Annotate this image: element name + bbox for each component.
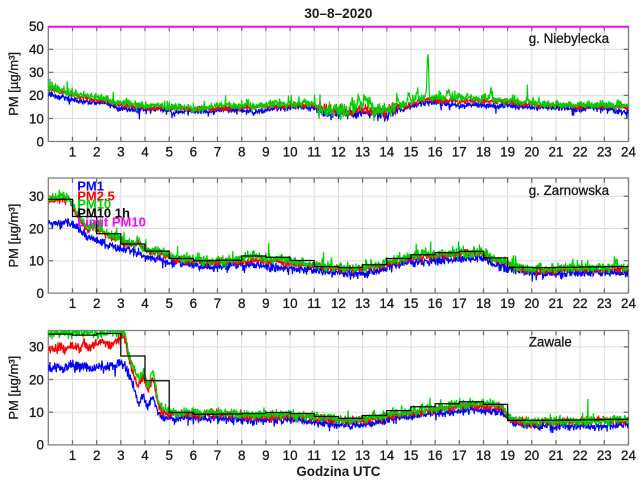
svg-text:g. Niebylecka: g. Niebylecka	[529, 31, 610, 46]
svg-text:19: 19	[500, 145, 515, 160]
svg-text:18: 18	[476, 145, 491, 160]
svg-text:17: 17	[452, 145, 467, 160]
svg-text:30: 30	[29, 340, 44, 355]
svg-text:21: 21	[549, 296, 564, 311]
svg-text:5: 5	[165, 145, 172, 160]
svg-text:1: 1	[69, 145, 76, 160]
svg-text:15: 15	[403, 296, 418, 311]
svg-text:13: 13	[355, 296, 370, 311]
svg-text:PM1: PM1	[77, 179, 104, 194]
svg-text:10: 10	[283, 448, 298, 463]
svg-text:3: 3	[117, 296, 124, 311]
svg-text:11: 11	[307, 448, 321, 463]
svg-text:11: 11	[307, 296, 321, 311]
svg-text:7: 7	[214, 448, 221, 463]
svg-text:18: 18	[476, 296, 491, 311]
svg-text:2: 2	[93, 296, 100, 311]
svg-text:24: 24	[621, 296, 636, 311]
svg-text:15: 15	[403, 145, 418, 160]
svg-text:20: 20	[29, 221, 44, 236]
svg-text:1: 1	[69, 448, 76, 463]
svg-text:6: 6	[190, 448, 197, 463]
svg-text:5: 5	[165, 296, 172, 311]
svg-text:19: 19	[500, 448, 515, 463]
svg-text:8: 8	[238, 145, 245, 160]
svg-text:3: 3	[117, 145, 124, 160]
svg-text:40: 40	[29, 42, 44, 57]
svg-text:PM10: PM10	[77, 197, 111, 212]
svg-text:3: 3	[117, 448, 124, 463]
svg-text:20: 20	[524, 145, 539, 160]
svg-text:Zawale: Zawale	[529, 335, 572, 350]
svg-text:14: 14	[379, 448, 394, 463]
svg-text:30–8–2020: 30–8–2020	[304, 6, 372, 21]
svg-text:21: 21	[549, 145, 564, 160]
svg-text:23: 23	[597, 145, 612, 160]
svg-text:4: 4	[141, 296, 149, 311]
svg-text:PM10 1h: PM10 1h	[77, 206, 130, 221]
svg-text:10: 10	[283, 296, 298, 311]
svg-text:16: 16	[428, 296, 443, 311]
svg-text:17: 17	[452, 296, 467, 311]
svg-text:6: 6	[190, 296, 197, 311]
svg-text:2: 2	[93, 145, 100, 160]
svg-text:7: 7	[214, 145, 221, 160]
svg-text:15: 15	[403, 448, 418, 463]
svg-text:9: 9	[262, 296, 269, 311]
svg-text:Godzina UTC: Godzina UTC	[296, 464, 380, 479]
svg-text:11: 11	[307, 145, 321, 160]
svg-text:Limit PM10: Limit PM10	[77, 215, 146, 230]
svg-text:12: 12	[331, 296, 346, 311]
svg-text:14: 14	[379, 296, 394, 311]
svg-text:23: 23	[597, 448, 612, 463]
svg-text:4: 4	[141, 448, 149, 463]
svg-text:6: 6	[190, 145, 197, 160]
svg-text:9: 9	[262, 448, 269, 463]
svg-text:23: 23	[597, 296, 612, 311]
svg-text:22: 22	[573, 448, 588, 463]
svg-text:PM [µg/m³]: PM [µg/m³]	[6, 356, 21, 420]
svg-text:24: 24	[621, 145, 636, 160]
svg-text:2: 2	[93, 448, 100, 463]
svg-text:0: 0	[36, 438, 43, 453]
svg-text:12: 12	[331, 145, 346, 160]
svg-text:10: 10	[29, 111, 44, 126]
svg-text:30: 30	[29, 65, 44, 80]
svg-text:17: 17	[452, 448, 467, 463]
svg-text:14: 14	[379, 145, 394, 160]
svg-text:20: 20	[29, 88, 44, 103]
svg-text:PM [µg/m³]: PM [µg/m³]	[6, 52, 21, 116]
svg-text:10: 10	[29, 254, 44, 269]
svg-text:13: 13	[355, 145, 370, 160]
svg-text:21: 21	[549, 448, 564, 463]
svg-text:8: 8	[238, 448, 245, 463]
svg-text:8: 8	[238, 296, 245, 311]
svg-text:9: 9	[262, 145, 269, 160]
svg-text:20: 20	[524, 296, 539, 311]
svg-text:PM2.5: PM2.5	[77, 188, 115, 203]
svg-text:4: 4	[141, 145, 149, 160]
svg-text:22: 22	[573, 296, 588, 311]
svg-text:g. Zarnowska: g. Zarnowska	[529, 183, 610, 198]
svg-text:1: 1	[69, 296, 76, 311]
svg-text:22: 22	[573, 145, 588, 160]
svg-text:24: 24	[621, 448, 636, 463]
svg-text:10: 10	[283, 145, 298, 160]
svg-text:7: 7	[214, 296, 221, 311]
svg-text:10: 10	[29, 405, 44, 420]
svg-text:PM [µg/m³]: PM [µg/m³]	[6, 204, 21, 268]
svg-text:19: 19	[500, 296, 515, 311]
svg-text:16: 16	[428, 448, 443, 463]
svg-text:5: 5	[165, 448, 172, 463]
svg-text:20: 20	[524, 448, 539, 463]
svg-text:0: 0	[36, 286, 43, 301]
svg-text:20: 20	[29, 372, 44, 387]
svg-text:13: 13	[355, 448, 370, 463]
svg-text:0: 0	[36, 134, 43, 149]
svg-text:16: 16	[428, 145, 443, 160]
svg-text:30: 30	[29, 189, 44, 204]
svg-text:18: 18	[476, 448, 491, 463]
svg-text:50: 50	[29, 19, 44, 34]
svg-text:12: 12	[331, 448, 346, 463]
